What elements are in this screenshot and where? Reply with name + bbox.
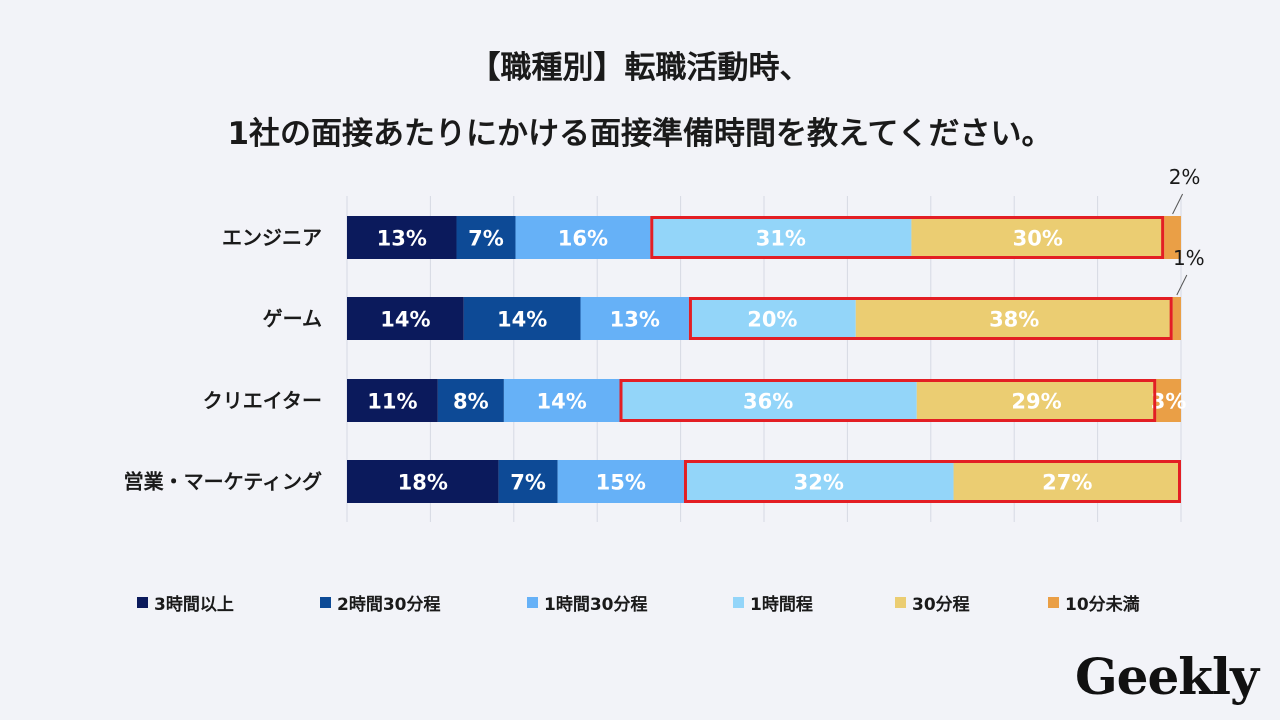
data-label: 29% [1011,390,1061,414]
leader-line [1176,274,1188,296]
legend-item: 1時間30分程 [527,590,648,615]
data-label: 13% [610,308,660,332]
data-label: 18% [398,471,448,495]
legend-item: 2時間30分程 [320,590,441,615]
highlight-box [650,216,1165,259]
bar-segment [347,379,438,422]
legend-label: 1時間程 [750,595,813,615]
legend-swatch [1048,597,1059,608]
bar-segment [1172,297,1181,340]
data-label: 11% [367,390,417,414]
legend-item: 1時間程 [733,590,813,615]
data-label: 15% [596,471,646,495]
bar-segment [347,297,464,340]
category-label: エンジニア [222,226,322,250]
legend-item: 3時間以上 [137,590,234,615]
bar-segment [1164,216,1181,259]
legend-swatch [137,597,148,608]
legend-swatch [527,597,538,608]
category-label: クリエイター [203,389,322,413]
bar-segment [619,379,917,422]
data-label: 14% [537,390,587,414]
bar-segment [911,216,1165,259]
highlight-box [683,460,1182,503]
bar-segment [463,297,581,340]
bar-segment [916,379,1157,422]
legend-swatch [733,597,744,608]
bar-segment [515,216,651,259]
bar-segment [688,297,856,340]
bar-segment [683,460,954,503]
bar-segment [456,216,516,259]
data-label: 32% [794,471,844,495]
data-label: 3% [1151,390,1187,414]
legend-label: 30分程 [912,595,970,615]
bar-segment [347,216,457,259]
category-label: ゲーム [263,307,322,331]
geekly-logo: Geekly [1074,647,1259,706]
data-label: 38% [989,308,1039,332]
bar-segment [1156,379,1181,422]
chart-legend: 3時間以上 2時間30分程 1時間30分程 1時間程 30分程 10分未満 [0,590,1280,615]
data-label: 2% [1169,165,1201,189]
legend-label: 3時間以上 [154,595,234,615]
bar-segment [498,460,558,503]
legend-swatch [320,597,331,608]
data-label: 14% [380,308,430,332]
legend-swatch [895,597,906,608]
legend-label: 2時間30分程 [337,595,441,615]
bar-segment [953,460,1181,503]
legend-item: 30分程 [895,590,970,615]
bar-segment [855,297,1173,340]
bar-segment [557,460,684,503]
chart-title-line-1: 【職種別】転職活動時、 [469,50,811,86]
data-label: 16% [558,227,608,251]
bar-segment [437,379,504,422]
bar-segment [503,379,620,422]
bar-segment [650,216,912,259]
data-label: 30% [1013,227,1063,251]
data-label: 1% [1173,246,1205,270]
legend-item: 10分未満 [1048,590,1140,615]
data-label: 14% [497,308,547,332]
bar-segment [580,297,689,340]
category-label: 営業・マーケティング [124,470,322,494]
data-label: 13% [377,227,427,251]
legend-label: 10分未満 [1065,595,1140,615]
highlight-box [688,297,1173,340]
data-label: 20% [747,308,797,332]
bar-segment [347,460,499,503]
highlight-box [619,379,1157,422]
data-label: 31% [756,227,806,251]
data-label: 7% [468,227,504,251]
data-label: 36% [743,390,793,414]
data-label: 27% [1042,471,1092,495]
chart-title-line-2: 1社の面接あたりにかける面接準備時間を教えてください。 [227,116,1053,152]
data-label: 8% [453,390,489,414]
legend-label: 1時間30分程 [544,595,648,615]
leader-line [1172,193,1184,215]
data-label: 7% [510,471,546,495]
